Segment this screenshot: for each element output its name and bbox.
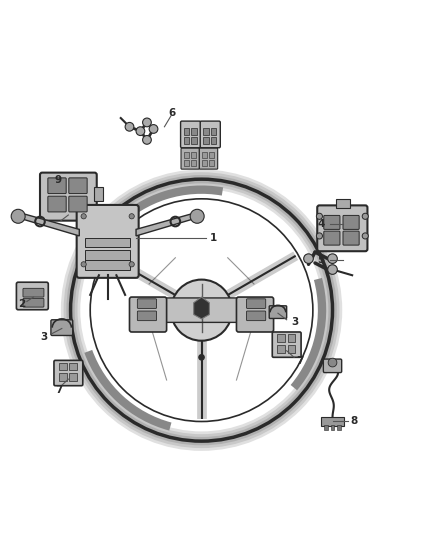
- Bar: [324, 425, 328, 430]
- Text: 3: 3: [291, 317, 298, 327]
- Circle shape: [143, 135, 151, 144]
- FancyBboxPatch shape: [85, 261, 130, 270]
- Circle shape: [328, 358, 337, 367]
- Circle shape: [136, 127, 145, 135]
- Circle shape: [304, 254, 313, 263]
- Circle shape: [11, 209, 25, 223]
- Bar: [211, 128, 216, 135]
- Text: 2: 2: [18, 298, 25, 309]
- FancyBboxPatch shape: [85, 238, 130, 247]
- Text: 4: 4: [317, 219, 325, 229]
- FancyBboxPatch shape: [324, 215, 340, 229]
- Bar: [184, 138, 189, 144]
- Bar: [209, 160, 214, 166]
- Bar: [288, 345, 295, 352]
- FancyBboxPatch shape: [138, 311, 156, 321]
- Circle shape: [171, 280, 232, 341]
- Bar: [184, 152, 189, 158]
- FancyBboxPatch shape: [54, 360, 83, 386]
- Text: 8: 8: [351, 416, 358, 426]
- Bar: [191, 152, 196, 158]
- Circle shape: [328, 265, 337, 274]
- FancyBboxPatch shape: [16, 282, 48, 310]
- FancyBboxPatch shape: [148, 298, 255, 322]
- Bar: [191, 138, 197, 144]
- FancyBboxPatch shape: [269, 306, 287, 318]
- Polygon shape: [194, 297, 209, 319]
- FancyBboxPatch shape: [180, 121, 201, 148]
- Text: 9: 9: [55, 175, 62, 185]
- FancyBboxPatch shape: [130, 297, 166, 332]
- Bar: [184, 128, 189, 135]
- FancyBboxPatch shape: [48, 196, 66, 212]
- FancyBboxPatch shape: [272, 332, 301, 357]
- Circle shape: [190, 209, 204, 223]
- Bar: [211, 138, 216, 144]
- FancyBboxPatch shape: [69, 178, 87, 193]
- FancyBboxPatch shape: [69, 196, 87, 212]
- Circle shape: [199, 354, 204, 360]
- Bar: [202, 152, 207, 158]
- Circle shape: [362, 213, 368, 220]
- FancyBboxPatch shape: [323, 359, 342, 373]
- FancyBboxPatch shape: [94, 188, 103, 201]
- Circle shape: [316, 233, 322, 239]
- FancyBboxPatch shape: [85, 250, 130, 260]
- FancyBboxPatch shape: [317, 205, 367, 251]
- Bar: [184, 160, 189, 166]
- FancyBboxPatch shape: [343, 215, 359, 229]
- FancyBboxPatch shape: [48, 178, 66, 193]
- Bar: [288, 334, 295, 342]
- Circle shape: [81, 214, 86, 219]
- FancyBboxPatch shape: [343, 231, 359, 245]
- Circle shape: [362, 233, 368, 239]
- Circle shape: [328, 254, 337, 263]
- Bar: [191, 128, 197, 135]
- Bar: [59, 362, 67, 370]
- FancyBboxPatch shape: [40, 173, 97, 221]
- Bar: [69, 373, 77, 381]
- Text: 6: 6: [169, 108, 176, 118]
- FancyBboxPatch shape: [77, 205, 139, 278]
- FancyBboxPatch shape: [138, 299, 156, 309]
- FancyBboxPatch shape: [237, 297, 274, 332]
- FancyBboxPatch shape: [324, 231, 340, 245]
- Circle shape: [149, 125, 158, 133]
- FancyBboxPatch shape: [23, 298, 44, 307]
- FancyBboxPatch shape: [247, 299, 266, 309]
- Bar: [191, 160, 196, 166]
- FancyBboxPatch shape: [51, 320, 73, 335]
- FancyBboxPatch shape: [247, 311, 266, 321]
- FancyBboxPatch shape: [23, 288, 44, 297]
- Circle shape: [316, 213, 322, 220]
- Bar: [59, 373, 67, 381]
- Circle shape: [129, 262, 134, 267]
- Text: 3: 3: [41, 332, 48, 342]
- Bar: [209, 152, 214, 158]
- Polygon shape: [20, 214, 79, 236]
- Circle shape: [81, 262, 86, 267]
- Text: 1: 1: [210, 233, 218, 243]
- Bar: [69, 362, 77, 370]
- Bar: [331, 425, 334, 430]
- Text: 7: 7: [297, 356, 304, 366]
- Bar: [203, 138, 209, 144]
- Bar: [277, 334, 285, 342]
- Text: 5: 5: [318, 255, 325, 265]
- Circle shape: [143, 118, 151, 127]
- FancyBboxPatch shape: [336, 199, 350, 208]
- Circle shape: [129, 214, 134, 219]
- Bar: [337, 425, 341, 430]
- Text: 7: 7: [55, 385, 63, 394]
- Bar: [202, 160, 207, 166]
- Bar: [277, 345, 285, 352]
- Polygon shape: [136, 214, 195, 236]
- FancyBboxPatch shape: [200, 121, 220, 148]
- Circle shape: [125, 123, 134, 131]
- Bar: [203, 128, 209, 135]
- FancyBboxPatch shape: [321, 417, 344, 426]
- FancyBboxPatch shape: [199, 148, 218, 169]
- FancyBboxPatch shape: [181, 148, 199, 169]
